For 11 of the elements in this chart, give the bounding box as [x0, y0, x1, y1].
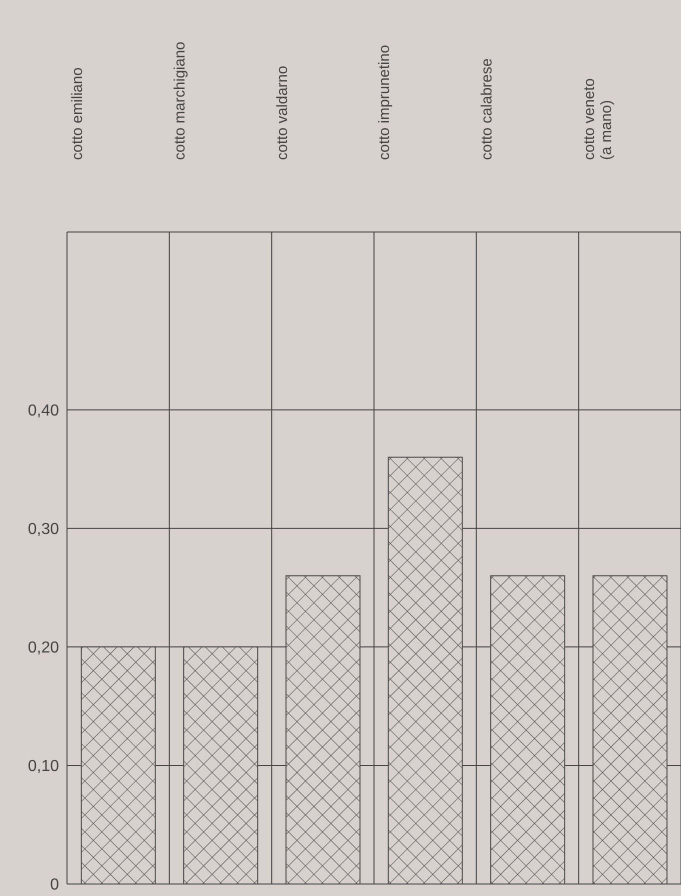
y-tick-label: 0,30: [28, 521, 60, 538]
y-tick-label: 0,20: [28, 640, 60, 657]
y-tick-label: 0: [50, 876, 60, 894]
y-tick-label: 0,10: [28, 758, 60, 776]
x-tick-label: cotto marchigiano: [172, 42, 188, 160]
x-tick-label: cotto calabrese: [478, 58, 496, 160]
x-tick-label: cotto emiliano: [69, 67, 86, 160]
x-tick-label: cotto imprunetino: [376, 44, 394, 160]
x-tick-label: cotto valdarno: [274, 66, 291, 160]
y-tick-label: 0,40: [28, 402, 60, 420]
x-tick-label: cotto veneto (a mano): [580, 78, 615, 160]
